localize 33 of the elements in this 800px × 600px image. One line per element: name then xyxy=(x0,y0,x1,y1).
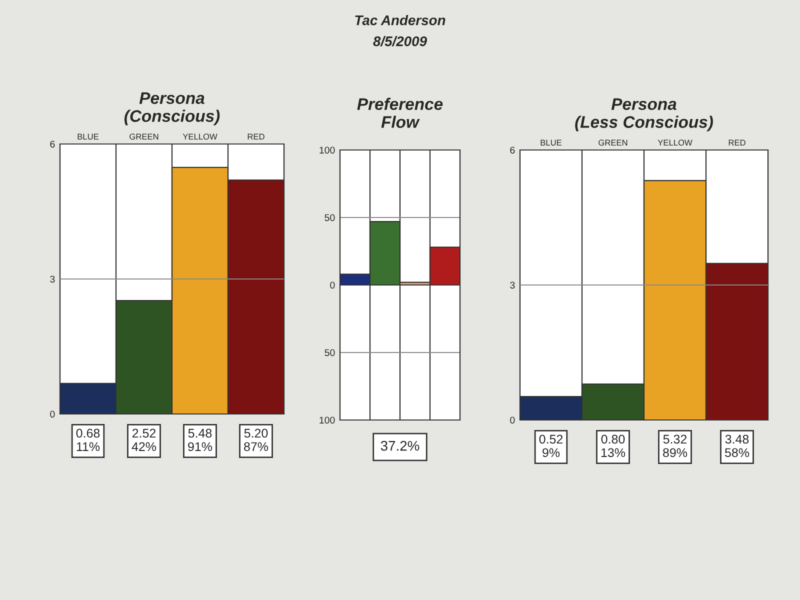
y-tick-label: 0 xyxy=(330,282,335,289)
y-tick-label: 50 xyxy=(324,214,335,222)
x-tick-label: GREEN xyxy=(598,140,628,146)
data-label: 5.48 91% xyxy=(188,428,212,452)
data-label: 3.48 58% xyxy=(724,434,750,458)
text: 8/5/2009 xyxy=(373,36,427,46)
text: Tac Anderson xyxy=(355,15,446,26)
data-label: 0.68 11% xyxy=(76,428,100,452)
y-tick-label: 6 xyxy=(50,140,55,148)
x-tick-label: YELLOW xyxy=(182,134,218,140)
x-tick-label: BLUE xyxy=(78,134,99,140)
y-tick-label: 50 xyxy=(324,349,335,356)
y-tick-label: 3 xyxy=(510,282,515,289)
chart-title: Persona (Less Conscious) xyxy=(575,98,713,132)
y-tick-label: 3 xyxy=(50,276,55,283)
data-label: 5.32 89% xyxy=(663,434,688,458)
x-tick-label: RED xyxy=(248,134,264,140)
data-label: 5.20 87% xyxy=(244,428,268,452)
chart-title: Persona (Conscious) xyxy=(124,92,220,126)
data-label: 2.52 42% xyxy=(132,428,156,452)
chart-title: Preference Flow xyxy=(357,98,443,128)
x-tick-label: BLUE xyxy=(540,140,562,146)
data-label: 0.80 13% xyxy=(601,434,626,458)
y-tick-label: 100 xyxy=(320,416,335,424)
data-label: 0.52 9% xyxy=(539,434,563,458)
text: 37.2% xyxy=(380,440,420,451)
y-tick-label: 100 xyxy=(320,146,335,154)
y-tick-label: 6 xyxy=(510,146,515,154)
x-tick-label: YELLOW xyxy=(658,140,692,146)
x-tick-label: RED xyxy=(728,140,746,146)
y-tick-label: 0 xyxy=(50,410,55,418)
y-tick-label: 0 xyxy=(510,416,515,424)
x-tick-label: GREEN xyxy=(130,134,158,140)
